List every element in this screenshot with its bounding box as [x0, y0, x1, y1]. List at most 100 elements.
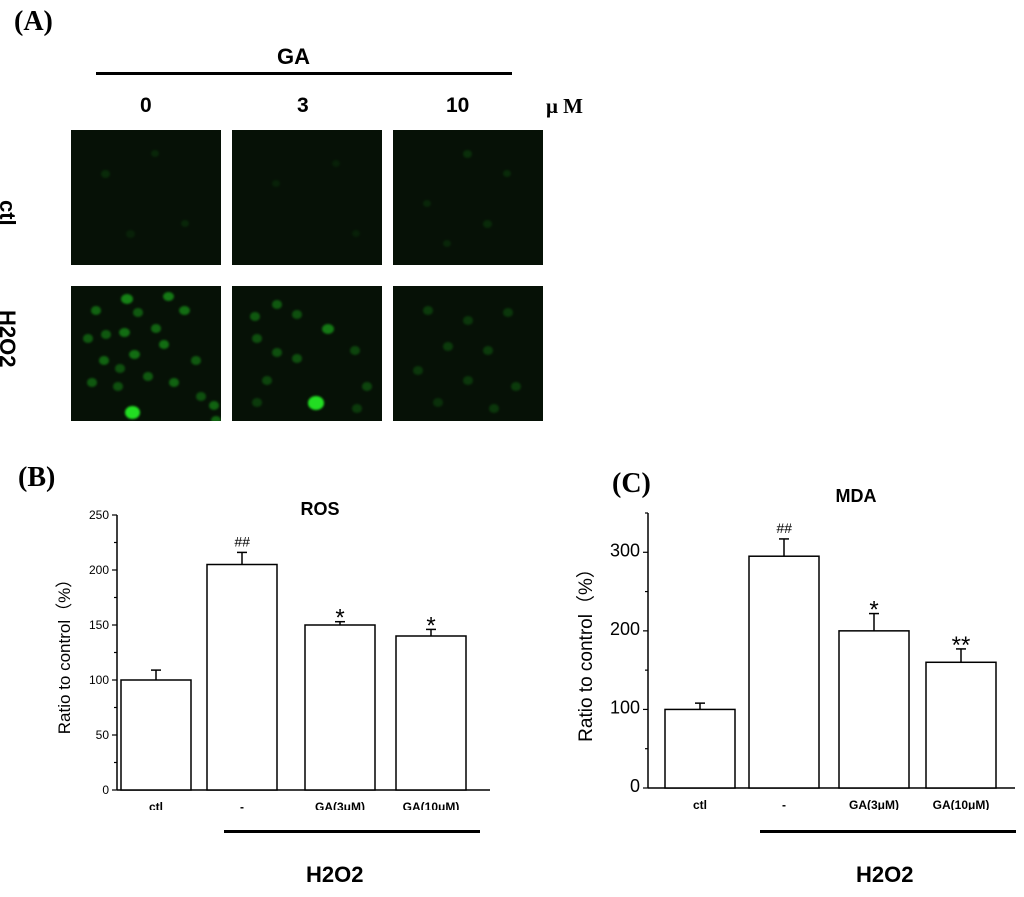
significance-mark-3: * — [426, 612, 435, 639]
cell-nucleus — [262, 376, 272, 385]
x-category-label-2: GA(3μM) — [849, 798, 899, 810]
bar-3 — [925, 661, 997, 789]
cell-nucleus — [352, 230, 360, 237]
cell-nucleus — [503, 170, 511, 177]
cell-nucleus — [181, 220, 189, 227]
micrograph-ctl-10 — [393, 130, 543, 265]
h2o2-group-label-b: H2O2 — [306, 862, 364, 887]
cell-nucleus — [272, 180, 280, 187]
h2o2-bracket-c — [760, 830, 1016, 833]
cell-nucleus — [119, 328, 130, 338]
y-tick-label: 0 — [630, 776, 640, 796]
cell-nucleus — [332, 160, 340, 167]
cell-nucleus — [133, 308, 143, 317]
cell-nucleus — [413, 366, 423, 375]
cell-nucleus — [113, 382, 123, 391]
cell-nucleus — [423, 306, 433, 315]
bar-3 — [395, 635, 467, 791]
cell-nucleus — [91, 306, 101, 315]
cell-nucleus — [209, 401, 219, 410]
x-category-label-3: GA(10μM) — [403, 800, 460, 810]
bar-2 — [304, 624, 376, 791]
y-tick-label: 200 — [89, 563, 109, 577]
x-category-label-1: - — [240, 800, 244, 810]
cell-nucleus — [308, 396, 324, 410]
cell-nucleus — [252, 398, 262, 407]
dose-label-3: 3 — [297, 94, 309, 117]
cell-nucleus — [101, 330, 111, 339]
cell-nucleus — [292, 354, 302, 363]
bar-0 — [664, 708, 736, 789]
micrograph-h2o2-10 — [393, 286, 543, 421]
cell-nucleus — [252, 334, 262, 343]
cell-nucleus — [101, 170, 110, 178]
cell-nucleus — [423, 200, 431, 207]
cell-nucleus — [483, 220, 492, 228]
h2o2-bracket-b — [224, 830, 480, 833]
ros-chart: 0 50 100 150 200 250 Ratio to control（%） ROS ctl… — [55, 499, 490, 810]
significance-mark-2: * — [335, 605, 344, 632]
cell-nucleus — [179, 306, 190, 316]
x-category-label-1: - — [782, 798, 786, 810]
y-tick-label: 50 — [96, 728, 110, 742]
cell-nucleus — [350, 346, 360, 355]
panel-a-label: (A) — [14, 6, 53, 37]
chart-title: ROS — [300, 499, 339, 519]
cell-nucleus — [143, 372, 153, 381]
cell-nucleus — [83, 334, 93, 343]
y-axis-label: Ratio to control（%） — [55, 571, 74, 734]
bar-0 — [120, 679, 192, 791]
significance-mark-3: ** — [952, 632, 971, 659]
cell-nucleus — [211, 416, 221, 421]
cell-nucleus — [362, 382, 372, 391]
cell-nucleus — [151, 324, 161, 333]
cell-nucleus — [511, 382, 521, 391]
row-label-h2o2: H2O2 — [0, 310, 20, 368]
cell-nucleus — [151, 150, 159, 157]
y-tick-label: 100 — [89, 673, 109, 687]
bar-2 — [838, 630, 910, 789]
cell-nucleus — [503, 308, 513, 317]
cell-nucleus — [463, 316, 473, 325]
cell-nucleus — [250, 312, 260, 321]
cell-nucleus — [129, 350, 140, 360]
unit-label: μ M — [546, 94, 583, 118]
x-category-label-0: ctl — [693, 798, 707, 810]
cell-nucleus — [196, 392, 206, 401]
cell-nucleus — [352, 404, 362, 413]
cell-nucleus — [163, 292, 174, 302]
cell-nucleus — [272, 300, 282, 309]
cell-nucleus — [322, 324, 334, 335]
cell-nucleus — [443, 240, 451, 247]
x-category-label-2: GA(3μM) — [315, 800, 365, 810]
micrograph-h2o2-0 — [71, 286, 221, 421]
cell-nucleus — [463, 376, 473, 385]
x-category-label-0: ctl — [149, 800, 163, 810]
cell-nucleus — [191, 356, 201, 365]
bar-1 — [206, 563, 278, 791]
dose-label-10: 10 — [446, 94, 470, 117]
y-tick-label: 200 — [610, 619, 640, 639]
micrograph-ctl-0 — [71, 130, 221, 265]
cell-nucleus — [292, 310, 302, 319]
y-tick-label: 150 — [89, 618, 109, 632]
cell-nucleus — [483, 346, 493, 355]
cell-nucleus — [489, 404, 499, 413]
cell-nucleus — [443, 342, 453, 351]
cell-nucleus — [87, 378, 97, 387]
cell-nucleus — [272, 348, 282, 357]
chart-title: MDA — [836, 486, 877, 506]
h2o2-group-label-c: H2O2 — [856, 862, 914, 887]
micrograph-h2o2-3 — [232, 286, 382, 421]
bar-1 — [748, 555, 820, 789]
y-tick-label: 100 — [610, 697, 640, 717]
x-category-label-3: GA(10μM) — [933, 798, 990, 810]
cell-nucleus — [126, 230, 135, 238]
cell-nucleus — [115, 364, 125, 373]
significance-mark-2: * — [869, 597, 878, 624]
mda-chart: 0 100 200 300 Ratio to control（%） MDA ctl ## - * G… — [575, 486, 1015, 810]
cell-nucleus — [463, 150, 472, 158]
cell-nucleus — [125, 406, 140, 419]
cell-nucleus — [433, 398, 443, 407]
y-tick-label: 250 — [89, 508, 109, 522]
